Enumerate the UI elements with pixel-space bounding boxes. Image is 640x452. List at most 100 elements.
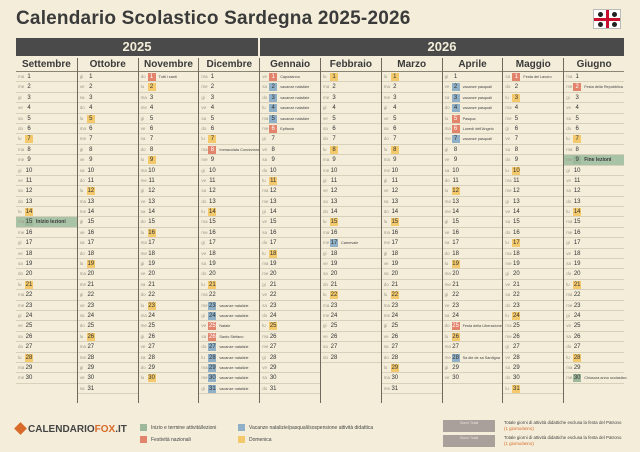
day-row: ve 25 Natale <box>199 321 260 332</box>
weekday-label: do <box>140 292 146 298</box>
weekday-label: gi <box>505 344 509 350</box>
weekday-label: me <box>444 354 451 360</box>
weekday-label: me <box>201 302 208 308</box>
weekday-label: do <box>444 177 450 183</box>
day-row: lu 21 <box>564 280 624 291</box>
day-number: 5 <box>332 115 336 122</box>
day-row: sa 5 <box>199 114 260 124</box>
weekday-label: gi <box>201 312 205 318</box>
day-row: sa 10 <box>442 166 503 176</box>
weekday-label: ma <box>505 250 512 256</box>
weekday-label: me <box>505 333 512 339</box>
day-row: ma 3 <box>138 93 199 104</box>
day-number: 10 <box>25 167 33 174</box>
weekday-label: sa <box>566 261 571 267</box>
day-row: me 9 Fine lezioni <box>564 155 624 166</box>
day-number: 24 <box>573 312 581 319</box>
day-row: lu 10 <box>503 166 564 176</box>
weekday-label: ma <box>566 364 573 370</box>
day-row: sa 17 <box>77 238 138 249</box>
day-row: sa 22 <box>503 290 564 301</box>
day-row: ma 4 <box>503 103 564 114</box>
day-row: ve 29 <box>260 363 320 374</box>
day-number: 27 <box>513 344 520 351</box>
day-number: 19 <box>25 261 33 268</box>
weekday-label: me <box>79 281 87 287</box>
day-row: do 24 <box>260 311 320 322</box>
day-number: 4 <box>514 105 519 112</box>
day-row: do 17 <box>260 238 320 249</box>
day-number: 9 <box>27 157 31 164</box>
weekday-label: me <box>566 302 573 308</box>
day-row: me 21 <box>442 280 503 291</box>
day-row: sa 12 <box>564 186 624 197</box>
day-number: 28 <box>391 354 399 361</box>
day-row: lu 19 <box>442 259 503 270</box>
day-row: ve 16 <box>77 228 138 239</box>
weekday-label: ma <box>444 125 451 131</box>
weekday-label: ve <box>201 250 207 256</box>
day-row: me 7 <box>77 134 138 145</box>
day-row: ma 24 <box>138 311 199 322</box>
weekday-label: ma <box>262 188 269 194</box>
day-row: do 25 <box>77 321 138 332</box>
weekday-label: ve <box>262 146 267 152</box>
day-number: 4 <box>149 105 154 112</box>
weekday-label: lu <box>505 312 509 318</box>
weekday-label: sa <box>444 167 450 173</box>
day-row: me 28 Sa die de sa Sardigna <box>442 353 503 363</box>
day-number: 5 <box>575 115 579 122</box>
weekday-label: do <box>444 250 450 256</box>
day-number: 23 <box>391 302 399 309</box>
day-number: 15 <box>573 219 581 226</box>
day-number: 25 <box>513 323 520 330</box>
day-number: 11 <box>148 177 155 184</box>
day-row: lu 19 <box>77 259 138 270</box>
weekday-label: me <box>201 84 208 90</box>
month-column-giugno: Giugno ma 1 me 2 Festa della Repubblica gi 3 ve 4… <box>563 58 627 403</box>
day-number: 10 <box>148 167 155 174</box>
day-row: lu 7 <box>564 134 624 145</box>
weekday-label: sa <box>79 94 85 100</box>
day-number: 8 <box>149 146 154 153</box>
day-number: 3 <box>269 93 278 102</box>
weekday-label: me <box>383 94 391 100</box>
weekday-label: lu <box>79 115 84 121</box>
day-number: 19 <box>513 261 520 268</box>
weekday-label: me <box>140 105 147 111</box>
day-row: lu 5 <box>77 114 138 124</box>
day-number: 22 <box>330 291 338 300</box>
day-number: 6 <box>269 124 278 133</box>
weekday-label: ma <box>79 125 87 131</box>
day-row: do 31 <box>260 384 320 395</box>
weekday-label: sa <box>18 261 23 267</box>
day-number: 24 <box>391 312 399 319</box>
day-number: 19 <box>269 261 277 268</box>
day-number: 13 <box>87 198 95 205</box>
day-row: ma 15 <box>564 217 624 228</box>
day-number: 5 <box>86 114 95 123</box>
day-row: me 25 <box>138 321 199 332</box>
day-row: me 11 <box>138 176 199 187</box>
day-note: Festa della Repubblica <box>584 85 623 90</box>
day-number: 14 <box>87 209 95 216</box>
day-row: ve 28 <box>503 353 564 363</box>
day-number: 24 <box>148 312 155 319</box>
weekday-label: gi <box>262 209 266 215</box>
day-number: 16 <box>452 229 459 236</box>
day-number: 20 <box>452 271 459 278</box>
day-row: do 22 <box>138 290 199 301</box>
day-row: do 21 <box>381 280 442 291</box>
day-row: ma 8 Immacolata Concezione <box>199 145 260 156</box>
day-number: 14 <box>452 209 459 216</box>
day-row: ve 8 <box>260 145 320 156</box>
day-row: ma 18 <box>503 249 564 260</box>
weekday-label: do <box>201 198 207 204</box>
weekday-label: ve <box>505 354 511 360</box>
weekday-label: me <box>323 167 330 173</box>
weekday-label: sa <box>323 198 328 204</box>
day-row: lu 25 <box>260 321 320 332</box>
weekday-label: do <box>444 323 450 329</box>
weekday-label: me <box>18 84 25 90</box>
day-note: Natale <box>219 324 231 329</box>
